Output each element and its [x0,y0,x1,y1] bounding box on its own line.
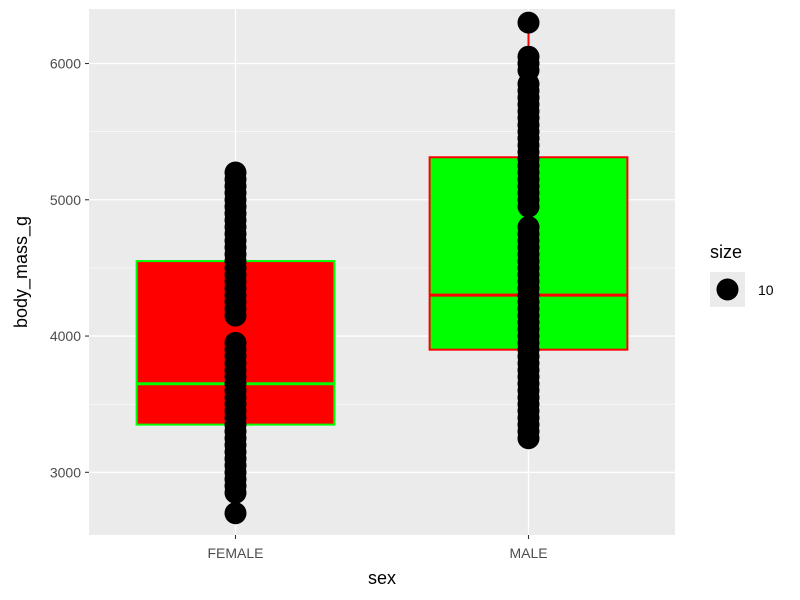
data-point [517,216,540,239]
y-tick-label: 6000 [50,56,81,72]
data-point [224,331,247,354]
x-tick-label: MALE [509,545,547,561]
legend-key-point [716,278,739,301]
data-point [517,45,540,68]
x-axis: FEMALE MALE [207,535,548,561]
data-point [224,161,247,184]
y-tick-label: 5000 [50,192,81,208]
legend-label: 10 [758,282,774,298]
legend-title: size [710,242,742,262]
data-point [517,11,540,34]
data-point [224,502,247,525]
y-tick-label: 4000 [50,328,81,344]
points-layer [224,11,540,525]
x-tick-label: FEMALE [207,545,263,561]
legend: size 10 [710,242,774,307]
y-tick-label: 3000 [50,464,81,480]
x-axis-title: sex [368,568,396,588]
y-axis: 3000 4000 5000 6000 [50,56,89,480]
y-axis-title: body_mass_g [11,216,32,328]
